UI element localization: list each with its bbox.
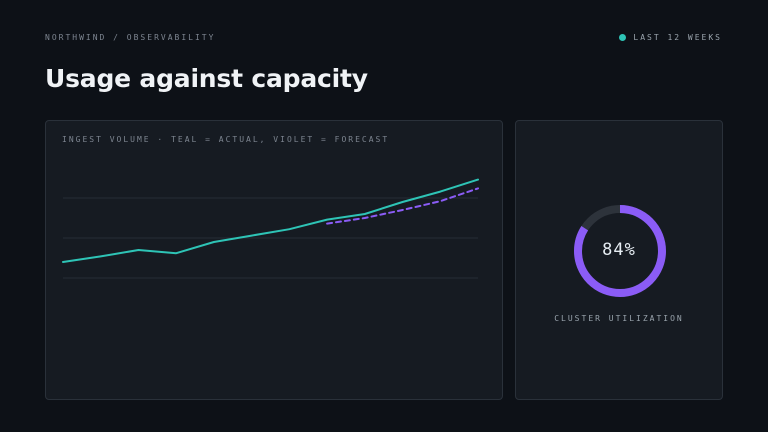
gauge-fill-arc [574,205,666,297]
status-dot-icon [619,34,627,41]
time-range-label: LAST 12 WEEKS [633,33,722,42]
ingest-volume-card: INGEST VOLUME · TEAL = ACTUAL, VIOLET = … [45,120,503,400]
utilization-value: 84% [602,240,636,260]
chart-caption: INGEST VOLUME · TEAL = ACTUAL, VIOLET = … [62,135,390,144]
series-line-forecast [326,187,479,225]
utilization-gauge [574,205,666,297]
page-title: Usage against capacity [45,64,368,93]
time-range-indicator: LAST 12 WEEKS [619,33,722,42]
breadcrumb: NORTHWIND / OBSERVABILITY [45,33,216,42]
cluster-utilization-card: 84% CLUSTER UTILIZATION [515,120,723,400]
utilization-label: CLUSTER UTILIZATION [554,314,684,323]
series-line-actual [62,178,479,263]
ingest-volume-chart [62,178,479,279]
